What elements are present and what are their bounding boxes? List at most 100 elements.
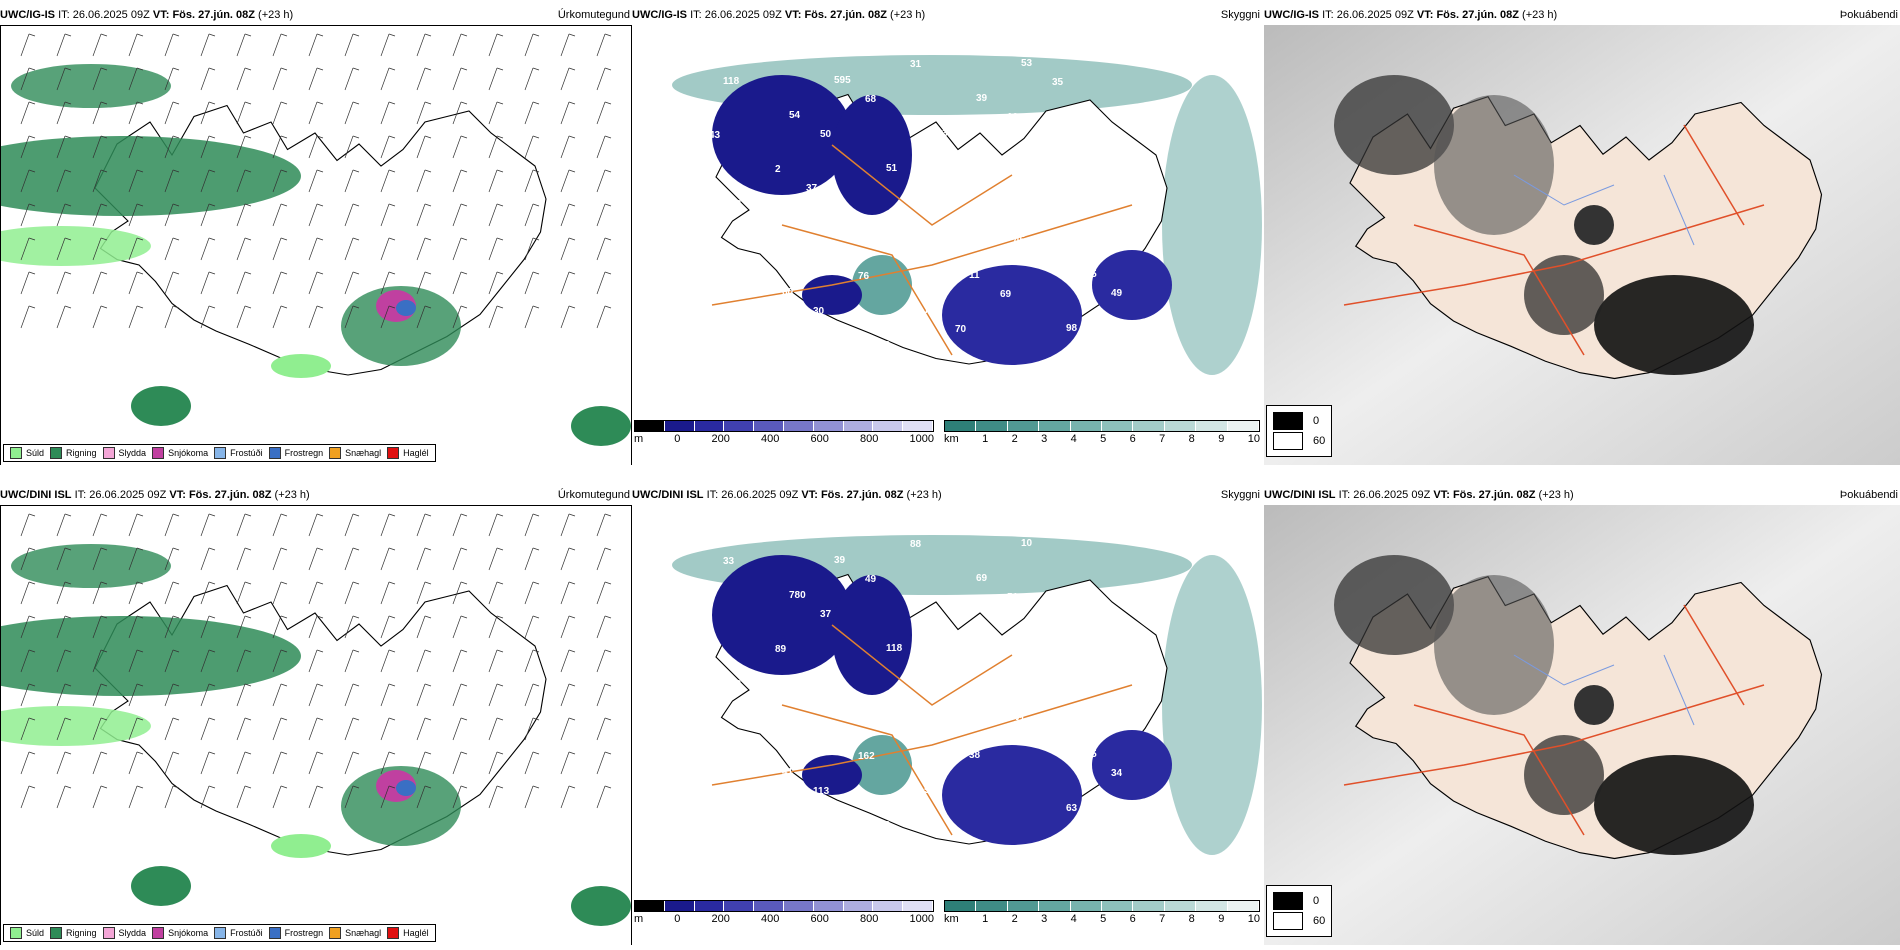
fog-legend-swatch (1273, 432, 1303, 450)
ceiling-value: 136 (962, 627, 979, 638)
ceiling-value: 44 (1125, 714, 1137, 725)
legend-swatch (214, 447, 227, 459)
ceiling-value: 47 (1097, 342, 1109, 353)
precip-legend: Súld Rigning Slydda Snjókoma Frostúði Fr… (3, 444, 436, 462)
legend-item: Rigning (50, 447, 97, 459)
ceiling-value: 147 (983, 216, 1000, 227)
scale-tick: 8 (1188, 433, 1195, 445)
precip-field-name: Úrkomutegund (557, 489, 630, 501)
legend-swatch (214, 927, 227, 939)
legend-swatch (329, 447, 342, 459)
fog-legend-label: 60 (1313, 435, 1326, 447)
scale-tick: 400 (761, 433, 780, 445)
ceiling-scale: m 0 200 400 600 800 1000 (634, 420, 934, 445)
ceiling-value: 60 (1104, 165, 1116, 176)
scale-tick: 4 (1070, 913, 1077, 925)
legend-swatch (50, 927, 63, 939)
ceiling-value: 37 (768, 821, 780, 832)
precip-type-map: Súld Rigning Slydda Snjókoma Frostúði Fr… (0, 25, 632, 465)
ceiling-value: 118 (886, 643, 903, 654)
panel-title: UWC/DINI ISL IT: 26.06.2025 09Z VT: Fös.… (632, 489, 942, 501)
legend-swatch (329, 927, 342, 939)
legend-label: Rigning (66, 928, 97, 938)
scale-tick: 10 (1247, 433, 1260, 445)
scale-tick: 600 (810, 433, 829, 445)
scale-unit: km (944, 913, 959, 925)
ceiling-value: 117 (1118, 591, 1135, 602)
ceiling-scale: m 0 200 400 600 800 1000 (634, 900, 934, 925)
ceiling-visibility-map: 734 780 118 121 535 59 39 52 48 44 41 52 69 78 43 67 57 1… (632, 505, 1262, 945)
visibility-scale: km 1 2 3 4 5 6 7 8 9 10 (944, 900, 1260, 925)
ceiling-value: 38 (969, 750, 981, 761)
fog-legend-swatch (1273, 912, 1303, 930)
legend-swatch (268, 447, 281, 459)
scale-tick: 6 (1129, 913, 1136, 925)
fog-legend: 0 60 (1266, 885, 1333, 937)
ceiling-value: 50 (1059, 680, 1071, 691)
scale-tick: 7 (1159, 913, 1166, 925)
ceiling-value: 39 (768, 341, 780, 352)
legend-swatch (152, 927, 165, 939)
legend-item: Snjókoma (152, 927, 208, 939)
ceiling-value: 63 (1066, 803, 1078, 814)
fog-legend-label: 0 (1313, 895, 1320, 907)
scale-tick: 3 (1041, 433, 1048, 445)
legend-label: Haglél (403, 928, 429, 938)
scale-tick: 3 (1041, 913, 1048, 925)
scale-tick: 6 (1129, 433, 1136, 445)
ceiling-value: 51 (1007, 592, 1019, 603)
scale-tick: 800 (860, 433, 879, 445)
ceiling-value: 18 (730, 199, 742, 210)
scale-tick: 800 (860, 913, 879, 925)
legend-item: Rigning (50, 927, 97, 939)
ceiling-value: 112 (1028, 181, 1045, 192)
legend-item: Slydda (102, 447, 146, 459)
ceiling-value: 118 (723, 76, 740, 87)
scale-tick: 1000 (909, 433, 934, 445)
ceiling-value: 67 (827, 732, 839, 743)
ceiling-value: 37 (820, 609, 832, 620)
legend-label: Súld (26, 448, 45, 458)
ceiling-value: 49 (1111, 288, 1123, 299)
ceiling-value: 10 (1021, 538, 1033, 549)
legend-item: Frostúði (214, 447, 263, 459)
scale-tick: 9 (1218, 433, 1225, 445)
legend-label: Haglél (403, 448, 429, 458)
ceiling-value: 37 (1059, 200, 1071, 211)
ceiling-value: 35 (1052, 77, 1064, 88)
ceiling-value: 31 (1014, 715, 1026, 726)
ceiling-value: 39 (834, 555, 846, 566)
ceiling-value: 54 (789, 110, 801, 121)
ceiling-value: 40 (716, 253, 728, 264)
panel-title: UWC/DINI ISL IT: 26.06.2025 09Z VT: Fös.… (1264, 489, 1574, 501)
legend-item: Slydda (102, 927, 146, 939)
fog-field-name: Þokuábendi (1839, 9, 1898, 21)
ceiling-visibility-panel: UWC/DINI ISL IT: 26.06.2025 09Z VT: Fös.… (632, 485, 1262, 945)
ceiling-value: 47 (761, 218, 773, 229)
ceiling-value: 52 (917, 182, 929, 193)
legend-swatch (50, 447, 63, 459)
ceiling-value: 49 (1104, 645, 1116, 656)
fog-indicator-panel: UWC/IG-IS IT: 26.06.2025 09Z VT: Fös. 27… (1264, 5, 1900, 465)
ceiling-value: 10 (1007, 112, 1019, 123)
fog-legend: 0 60 (1266, 405, 1333, 457)
fog-indicator-svg (1264, 25, 1900, 465)
fog-field-name: Þokuábendi (1839, 489, 1898, 501)
legend-item: Snjókoma (152, 447, 208, 459)
ceiling-value: 190 (1073, 146, 1090, 157)
legend-swatch (268, 927, 281, 939)
ceiling-visibility-panel: UWC/IG-IS IT: 26.06.2025 09Z VT: Fös. 27… (632, 5, 1262, 465)
scale-tick: 200 (711, 433, 730, 445)
legend-label: Snæhagl (345, 448, 382, 458)
ceiling-value: 145 (1080, 269, 1097, 280)
cloud-field-name: Skyggni (1220, 9, 1260, 21)
legend-label: Snjókoma (168, 448, 209, 458)
scale-tick: 5 (1100, 913, 1107, 925)
ceiling-value: 53 (1021, 58, 1033, 69)
ceiling-value: 49 (1125, 234, 1137, 245)
legend-label: Snjókoma (168, 928, 209, 938)
legend-label: Súld (26, 928, 45, 938)
cloud-field-name: Skyggni (1220, 489, 1260, 501)
ceiling-value: 50 (820, 129, 832, 140)
ceiling-value: 61 (1118, 111, 1130, 122)
